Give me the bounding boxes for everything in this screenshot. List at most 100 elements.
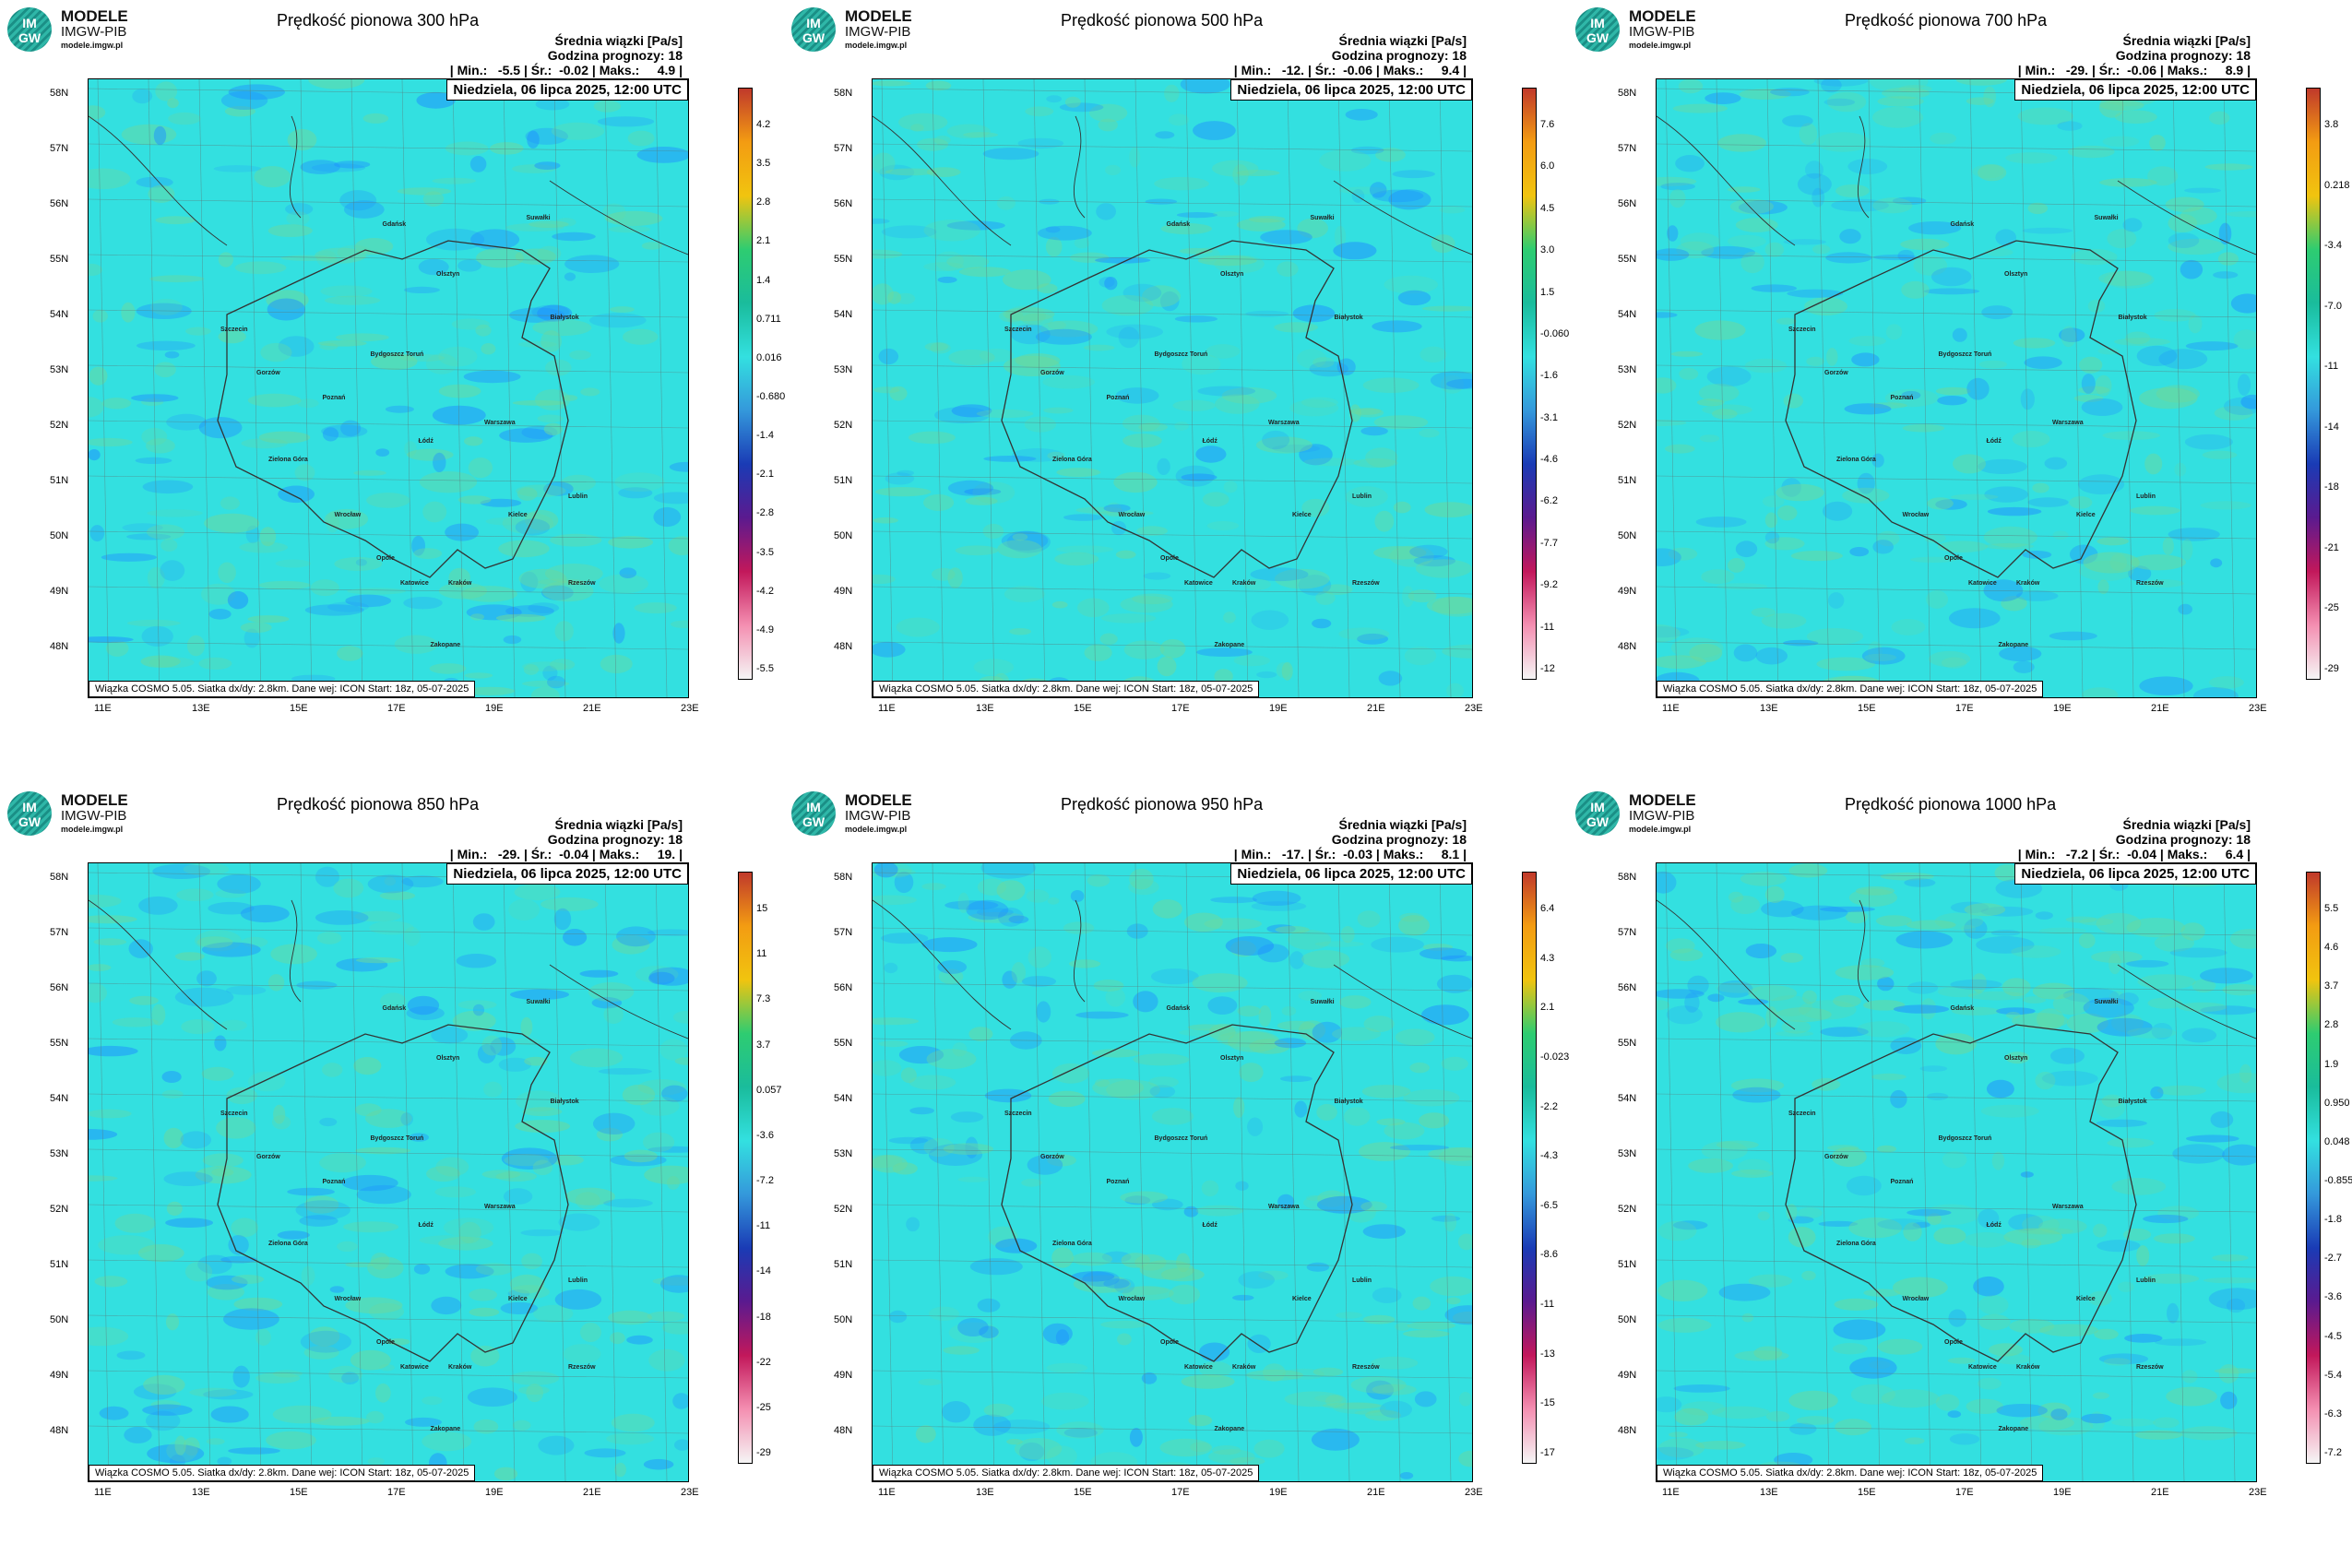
- field-blob: [300, 160, 340, 174]
- field-blob: [375, 448, 390, 457]
- field-blob: [1027, 1155, 1063, 1175]
- field-blob: [1910, 556, 1957, 563]
- field-blob: [1978, 1295, 2009, 1315]
- field-blob: [875, 487, 932, 497]
- graticule-line: [2172, 863, 2185, 1481]
- field-blob: [524, 509, 559, 530]
- field-blob: [1906, 920, 1956, 930]
- field-blob: [2032, 982, 2075, 1000]
- field-blob: [550, 659, 576, 671]
- field-blob: [1002, 269, 1051, 291]
- field-blob: [1764, 537, 1805, 551]
- latitude-label: 57N: [834, 927, 853, 938]
- field-blob: [2136, 345, 2178, 366]
- field-blob: [160, 539, 178, 552]
- field-blob: [180, 1131, 212, 1149]
- field-blob: [2126, 959, 2169, 968]
- field-blob: [2108, 991, 2125, 1006]
- field-blob: [2136, 1245, 2150, 1266]
- field-blob: [520, 1016, 533, 1037]
- field-blob: [1159, 639, 1186, 659]
- field-blob: [957, 892, 969, 913]
- field-blob: [1436, 974, 1472, 993]
- field-blob: [923, 1137, 955, 1158]
- field-blob: [563, 395, 578, 401]
- field-blob: [241, 936, 268, 947]
- field-blob: [1657, 312, 1678, 318]
- field-blob: [1424, 502, 1472, 517]
- city-label: Olsztyn: [1220, 270, 1244, 278]
- field-blob: [1983, 86, 1997, 108]
- field-blob: [1035, 328, 1092, 345]
- city-label: Gorzów: [256, 1153, 280, 1160]
- field-blob: [1989, 1343, 2023, 1357]
- latitude-label: 50N: [1618, 1314, 1637, 1325]
- field-blob: [1038, 225, 1092, 241]
- logo-letters: GW: [1586, 814, 1610, 829]
- field-blob: [1833, 994, 1861, 1007]
- field-blob: [1937, 396, 1967, 406]
- field-blob: [1431, 596, 1472, 617]
- field-blob: [1238, 1271, 1275, 1289]
- graticule-line: [89, 1314, 688, 1324]
- field-blob: [271, 1115, 291, 1130]
- field-blob: [211, 1168, 234, 1177]
- field-blob: [1718, 1283, 1771, 1301]
- panel-title: Prędkość pionowa 850 hPa: [277, 795, 480, 814]
- field-blob: [403, 286, 440, 293]
- field-blob: [2092, 1392, 2109, 1399]
- field-blob: [272, 1405, 332, 1424]
- field-blob: [317, 340, 367, 347]
- field-blob: [1402, 586, 1415, 608]
- field-blob: [473, 1419, 499, 1434]
- field-blob: [1306, 1262, 1330, 1272]
- field-blob: [1388, 189, 1431, 210]
- field-blob: [2096, 912, 2142, 934]
- colorbar-tick: -21: [2324, 541, 2339, 553]
- field-blob: [1780, 953, 1803, 963]
- field-blob: [89, 1175, 118, 1182]
- field-blob: [1848, 336, 1886, 347]
- field-blob: [1902, 423, 1945, 433]
- graticule-line: [1657, 1370, 2256, 1379]
- field-blob: [1313, 1367, 1344, 1377]
- field-blob: [227, 591, 249, 610]
- field-blob: [652, 1277, 688, 1286]
- field-blob: [2097, 347, 2120, 355]
- field-blob: [1933, 1227, 1966, 1245]
- field-blob: [149, 298, 183, 315]
- longitude-label: 13E: [976, 703, 994, 714]
- field-blob: [286, 211, 310, 226]
- longitude-label: 15E: [1858, 1487, 1876, 1498]
- field-blob: [161, 1071, 182, 1083]
- field-blob: [2181, 1028, 2217, 1043]
- field-blob: [295, 1200, 350, 1220]
- field-blob: [2169, 947, 2227, 958]
- field-blob: [232, 1275, 265, 1284]
- field-blob: [1138, 422, 1168, 432]
- field-blob: [1431, 234, 1455, 254]
- field-blob: [1804, 297, 1847, 316]
- field-blob: [1783, 639, 1819, 647]
- latitude-label: 55N: [50, 1038, 69, 1049]
- field-blob: [401, 875, 444, 888]
- field-blob: [1151, 1198, 1183, 1211]
- city-label: Bydgoszcz Toruń: [370, 1134, 424, 1142]
- field-blob: [1155, 131, 1175, 139]
- field-blob: [523, 664, 539, 675]
- latitude-label: 53N: [834, 1148, 853, 1159]
- longitude-label: 13E: [192, 1487, 210, 1498]
- field-blob: [1181, 473, 1218, 481]
- panel-stats: | Min.: -29. | Śr.: -0.06 | Maks.: 8.9 |: [2017, 63, 2251, 77]
- forecast-hour: Godzina prognozy: 18: [2115, 48, 2251, 63]
- field-blob: [1802, 990, 1817, 1004]
- field-blob: [2001, 596, 2027, 612]
- field-blob: [2126, 1028, 2177, 1039]
- field-blob: [2020, 388, 2035, 410]
- field-background: [89, 863, 688, 1481]
- field-blob: [1340, 926, 1355, 944]
- field-blob: [517, 487, 538, 501]
- city-label: Olsztyn: [2004, 270, 2028, 278]
- field-blob: [643, 1458, 674, 1470]
- field-blob: [1248, 216, 1286, 223]
